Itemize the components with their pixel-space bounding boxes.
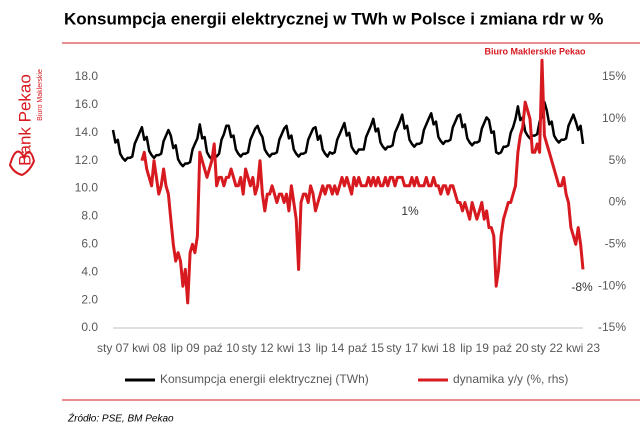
x-tick-label: kwi 08: [132, 341, 166, 355]
x-tick-label: paź 15: [348, 341, 384, 355]
x-tick-label: paź 20: [493, 341, 529, 355]
x-tick-label: paź 10: [203, 341, 239, 355]
y-tick-label: 2.0: [81, 292, 98, 306]
x-tick-label: kwi 23: [566, 341, 600, 355]
annotation: -8%: [571, 280, 593, 294]
y-tick-label: 10.0: [75, 181, 99, 195]
x-tick-label: sty 22: [531, 341, 563, 355]
x-tick-label: lip 14: [316, 341, 345, 355]
x-tick-label: sty 12: [242, 341, 274, 355]
y2-tick-label: -10%: [598, 278, 626, 292]
source: Źródło: PSE, BM Pekao: [67, 412, 174, 425]
x-tick-label: sty 17: [386, 341, 418, 355]
y2-tick-label: -15%: [598, 320, 626, 334]
y-tick-label: 14.0: [75, 125, 99, 139]
publisher: Biuro Maklerskie Pekao: [484, 46, 586, 56]
series-line: [140, 58, 585, 305]
y2-tick-label: -5%: [605, 237, 627, 251]
y-tick-label: 0.0: [81, 320, 98, 334]
brand: Bank Pekao: [15, 74, 34, 166]
y-tick-label: 18.0: [75, 69, 99, 83]
x-tick-label: lip 19: [460, 341, 489, 355]
legend-label: dynamika y/y (%, rhs): [453, 372, 568, 386]
x-tick-label: lip 09: [171, 341, 200, 355]
legend-label: Konsumpcja energii elektrycznej (TWh): [160, 372, 369, 386]
y2-tick-label: 15%: [602, 69, 626, 83]
y-tick-label: 4.0: [81, 264, 98, 278]
y-tick-label: 16.0: [75, 97, 99, 111]
y2-tick-label: 0%: [609, 195, 627, 209]
y-tick-label: 12.0: [75, 153, 99, 167]
logo: [8, 150, 36, 177]
y-tick-label: 6.0: [81, 237, 98, 251]
x-tick-label: kwi 18: [421, 341, 455, 355]
x-tick-label: sty 07: [97, 341, 129, 355]
y2-tick-label: 10%: [602, 111, 626, 125]
y-tick-label: 8.0: [81, 209, 98, 223]
series-line: [111, 100, 585, 168]
y2-tick-label: 5%: [609, 153, 627, 167]
brand-sub: Biuro Maklerskie: [37, 69, 44, 121]
x-tick-label: kwi 13: [277, 341, 311, 355]
chart-title: Konsumpcja energii elektrycznej w TWh w …: [64, 9, 603, 28]
annotation: 1%: [401, 204, 419, 218]
